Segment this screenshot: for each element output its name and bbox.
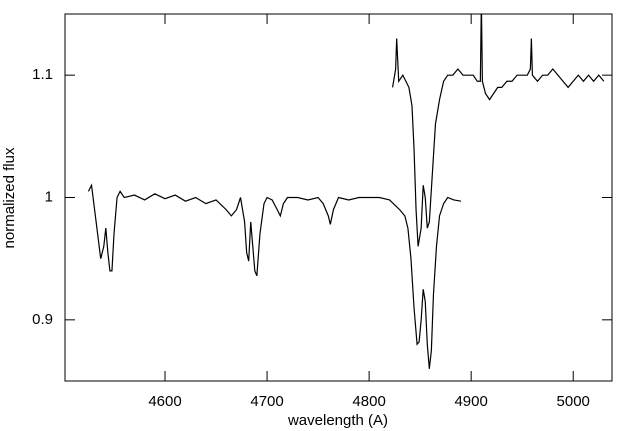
y-tick-label: 1 (45, 188, 53, 205)
plot-area (87, 14, 605, 369)
spectrum-line (391, 14, 605, 247)
x-tick-label: 4800 (352, 393, 385, 410)
x-tick-label: 4700 (250, 393, 283, 410)
y-tick-label: 0.9 (32, 311, 53, 328)
x-tick-label: 5000 (557, 393, 590, 410)
x-tick-label: 4600 (148, 393, 181, 410)
y-axis-label: normalized flux (1, 147, 18, 248)
x-axis-label: wavelength (A) (287, 412, 388, 429)
y-tick-label: 1.1 (32, 66, 53, 83)
x-tick-label: 4900 (454, 393, 487, 410)
spectrum-line (87, 183, 462, 369)
